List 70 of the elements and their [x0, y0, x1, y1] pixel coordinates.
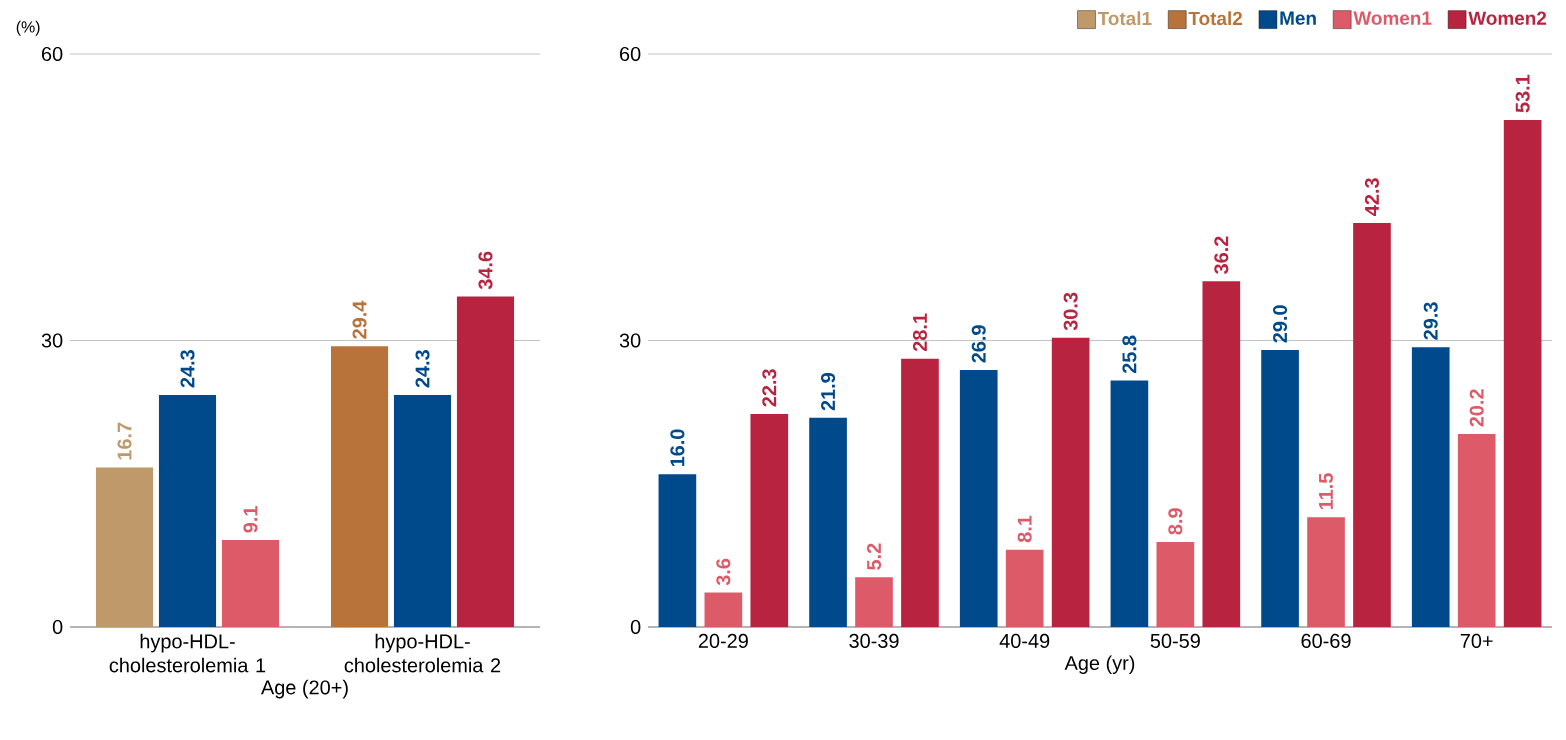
data-label: 21.9: [821, 372, 836, 411]
data-label: 5.2: [866, 543, 882, 570]
bar: [704, 592, 743, 627]
x-tick-label: hypo-HDL-cholesterolemia 1: [109, 633, 266, 673]
bar: [855, 577, 893, 627]
data-label: 29.3: [1423, 302, 1438, 340]
bar: [1110, 380, 1149, 627]
bar: [959, 370, 998, 627]
bar: [158, 394, 217, 627]
bar: [1411, 347, 1450, 627]
data-label: 16.7: [117, 422, 132, 460]
data-label: 20.2: [1469, 389, 1484, 427]
bar: [901, 358, 939, 627]
bar: [393, 394, 452, 627]
bar: [1353, 223, 1391, 627]
x-axis-title: Age (20+): [261, 679, 348, 699]
data-label: 24.3: [180, 350, 195, 388]
bar: [1457, 434, 1496, 627]
data-label: 11.5: [1319, 473, 1333, 510]
data-label: 29.0: [1273, 305, 1288, 343]
bar: [1156, 542, 1195, 627]
data-label: 8.9: [1168, 508, 1183, 535]
data-label: 29.4: [352, 300, 367, 339]
legend-label: Total2: [1188, 11, 1242, 26]
y-tick-label: 30: [619, 333, 641, 348]
data-label: 22.3: [762, 369, 777, 407]
y-tick-label: 30: [41, 333, 63, 348]
legend-label: Women1: [1353, 11, 1432, 25]
bar: [221, 540, 280, 627]
y-tick-label: 60: [620, 46, 641, 62]
x-tick-label: 30-39: [849, 633, 899, 648]
x-tick-label: hypo-HDL-cholesterolemia 2: [344, 633, 501, 673]
data-label: 24.3: [415, 350, 430, 388]
x-tick-label: 70+: [1460, 633, 1493, 648]
legend-label: Men: [1280, 11, 1316, 25]
bar: [456, 296, 515, 627]
data-label: 9.1: [243, 506, 258, 533]
legend-label: Women2: [1468, 11, 1547, 25]
data-label: 28.1: [912, 313, 928, 352]
y-tick-label: 0: [630, 619, 641, 635]
bar: [1503, 119, 1542, 627]
x-tick-label: 60-69: [1301, 633, 1351, 648]
data-label: 8.1: [1017, 515, 1032, 543]
data-label: 53.1: [1515, 74, 1530, 113]
data-label: 34.6: [478, 251, 493, 290]
data-label: 25.8: [1122, 335, 1137, 374]
legend-label: Total1: [1097, 11, 1152, 26]
data-label: 30.3: [1063, 292, 1078, 331]
bar: [1005, 549, 1044, 627]
y-tick-label: 0: [52, 619, 63, 635]
data-label: 26.9: [971, 325, 986, 363]
x-tick-label: 50-59: [1150, 633, 1200, 648]
data-label: 36.2: [1214, 236, 1229, 274]
bar: [1307, 517, 1345, 627]
data-label: 3.6: [716, 558, 731, 586]
x-tick-label: 20-29: [698, 633, 748, 648]
bar: [750, 414, 789, 627]
bar: [1261, 350, 1299, 627]
bar: [95, 467, 154, 627]
bar: [809, 417, 847, 627]
y-tick-label: 60: [42, 46, 63, 62]
bar: [1202, 281, 1241, 627]
bar: [658, 474, 697, 627]
bar: [330, 346, 389, 627]
bar: [1051, 337, 1090, 627]
data-label: 42.3: [1364, 178, 1380, 216]
x-tick-label: 40-49: [999, 633, 1050, 648]
x-axis-title: Age (yr): [1064, 655, 1135, 675]
data-label: 16.0: [670, 429, 685, 467]
y-axis-title: (%): [16, 20, 40, 36]
